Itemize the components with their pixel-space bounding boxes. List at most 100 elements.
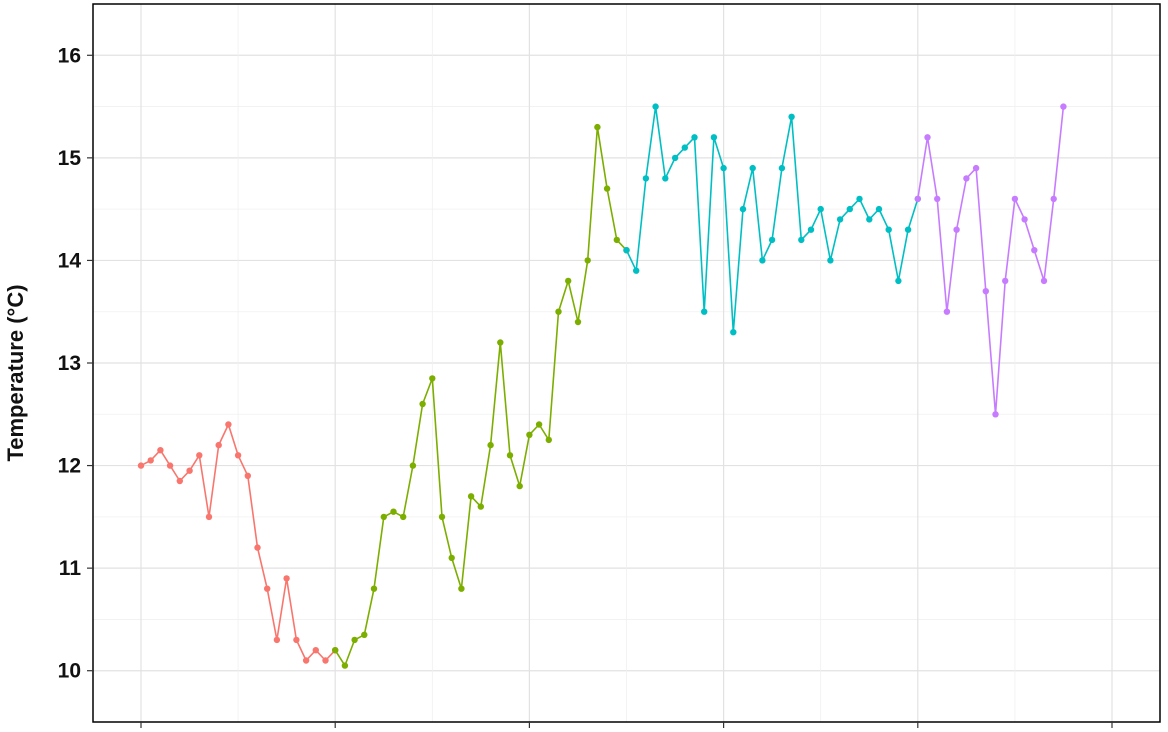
data-point — [759, 257, 766, 264]
data-point — [798, 236, 805, 244]
data-point — [322, 657, 329, 664]
y-axis-label: Temperature (°C) — [3, 284, 28, 461]
data-point — [137, 462, 145, 469]
data-point — [720, 164, 727, 172]
data-point — [205, 513, 213, 521]
data-point — [332, 647, 339, 654]
series-1 — [137, 421, 339, 664]
data-point — [846, 205, 853, 213]
series-layer — [137, 103, 1067, 669]
data-point — [671, 154, 679, 162]
data-point — [438, 513, 446, 521]
data-point — [225, 421, 232, 428]
data-point — [467, 493, 475, 500]
data-point — [681, 144, 688, 151]
data-point — [623, 247, 630, 254]
data-point — [380, 513, 387, 521]
data-point — [652, 103, 659, 110]
data-point — [1040, 277, 1048, 285]
data-point — [1050, 195, 1057, 203]
data-point — [448, 554, 455, 562]
data-point — [186, 467, 193, 474]
data-point — [409, 462, 417, 469]
data-point — [419, 400, 426, 408]
series-line — [917, 106, 1065, 416]
data-point — [429, 375, 436, 382]
data-point — [603, 185, 611, 192]
data-point — [157, 447, 164, 454]
data-point — [341, 662, 349, 669]
data-point — [807, 226, 815, 233]
data-point — [477, 503, 484, 510]
data-point — [283, 575, 290, 582]
x-axis — [140, 722, 1113, 728]
data-point — [302, 657, 310, 664]
data-point — [885, 226, 892, 233]
data-point — [361, 631, 368, 638]
data-point — [370, 585, 378, 592]
data-point — [662, 175, 669, 182]
data-point — [856, 195, 863, 203]
data-point — [487, 441, 494, 449]
data-point — [516, 482, 523, 490]
data-point — [574, 318, 582, 326]
data-point — [565, 277, 572, 285]
data-point — [633, 267, 640, 274]
data-point — [458, 585, 465, 592]
data-point — [390, 508, 397, 515]
data-point — [584, 257, 591, 264]
data-point — [400, 513, 407, 521]
data-point — [788, 113, 795, 121]
data-point — [642, 175, 650, 182]
data-point — [827, 257, 834, 264]
data-point — [953, 226, 960, 233]
data-point — [904, 226, 912, 233]
y-tick-label: 12 — [58, 455, 81, 478]
y-tick-label: 13 — [58, 352, 81, 375]
data-point — [934, 195, 941, 203]
data-point — [739, 205, 747, 213]
y-tick-label: 16 — [58, 44, 81, 67]
data-point — [273, 636, 281, 644]
series-4 — [914, 103, 1067, 418]
data-point — [924, 134, 931, 141]
data-point — [1031, 247, 1038, 254]
data-point — [943, 308, 951, 315]
data-point — [992, 411, 999, 418]
data-point — [215, 441, 222, 449]
data-point — [497, 339, 504, 346]
data-point — [1021, 216, 1028, 223]
data-point — [768, 236, 776, 244]
data-point — [234, 452, 242, 459]
data-point — [147, 457, 154, 464]
data-point — [244, 472, 251, 479]
data-point — [963, 175, 970, 182]
data-point — [526, 431, 533, 438]
data-point — [555, 308, 562, 315]
data-point — [914, 195, 921, 203]
data-point — [254, 544, 261, 551]
data-point — [972, 164, 980, 172]
series-2 — [332, 123, 630, 669]
data-point — [691, 134, 698, 141]
data-point — [982, 288, 989, 295]
data-point — [836, 216, 844, 223]
data-point — [506, 452, 514, 459]
data-point — [545, 436, 552, 444]
data-point — [1002, 277, 1009, 285]
data-point — [613, 236, 620, 244]
y-tick-label: 15 — [58, 147, 82, 170]
data-point — [535, 421, 543, 428]
data-point — [351, 636, 358, 644]
data-point — [166, 462, 174, 469]
data-point — [778, 164, 786, 172]
data-point — [730, 329, 737, 336]
data-point — [817, 205, 824, 213]
data-point — [866, 216, 873, 223]
data-point — [1011, 195, 1019, 203]
data-point — [1060, 103, 1067, 110]
data-point — [264, 585, 271, 592]
data-point — [293, 636, 300, 644]
data-point — [312, 647, 319, 654]
